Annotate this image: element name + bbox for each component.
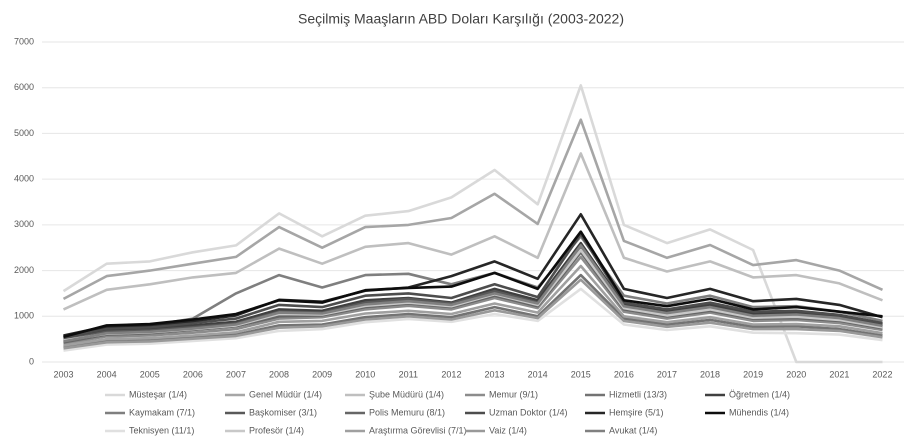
x-tick-label: 2019: [743, 369, 763, 379]
x-tick-label: 2011: [399, 369, 418, 379]
series-line: [63, 255, 883, 345]
y-tick-label: 6000: [14, 82, 34, 92]
series-line: [63, 230, 883, 339]
legend-label: Mühendis (1/4): [729, 407, 789, 417]
legend-label: Başkomiser (3/1): [249, 407, 317, 417]
series-line: [63, 273, 883, 349]
series-line: [63, 213, 883, 337]
chart-title: Seçilmiş Maaşların ABD Doları Karşılığı …: [298, 11, 624, 27]
legend-label: Teknisyen (11/1): [129, 425, 194, 435]
series-line: [62, 118, 884, 301]
x-tick-label: 2003: [54, 369, 74, 379]
series-line: [63, 244, 883, 343]
y-tick-label: 4000: [14, 174, 34, 184]
y-tick-label: 3000: [14, 219, 34, 229]
legend-label: Polis Memuru (8/1): [369, 407, 445, 417]
legend-label: Uzman Doktor (1/4): [489, 407, 568, 417]
legend-label: Öğretmen (1/4): [729, 389, 790, 399]
legend-label: Hemşire (5/1): [609, 407, 664, 417]
y-tick-label: 5000: [14, 128, 34, 138]
y-tick-label: 7000: [14, 36, 34, 46]
legend-label: Müsteşar (1/4): [129, 389, 187, 399]
series-line: [62, 152, 883, 311]
x-tick-label: 2004: [97, 369, 117, 379]
x-tick-label: 2018: [700, 369, 720, 379]
y-tick-label: 2000: [14, 265, 34, 275]
x-tick-label: 2020: [786, 369, 806, 379]
x-tick-label: 2016: [614, 369, 634, 379]
legend-label: Kaymakam (7/1): [129, 407, 195, 417]
legend-label: Vaiz (1/4): [489, 425, 527, 435]
x-tick-label: 2008: [269, 369, 289, 379]
y-tick-label: 1000: [14, 311, 34, 321]
x-tick-label: 2022: [872, 369, 892, 379]
x-tick-label: 2010: [355, 369, 375, 379]
x-tick-label: 2007: [226, 369, 246, 379]
legend-label: Memur (9/1): [489, 389, 538, 399]
series-line: [63, 287, 883, 352]
x-tick-label: 2017: [657, 369, 677, 379]
x-tick-label: 2013: [485, 369, 505, 379]
series-line: [63, 241, 883, 340]
x-tick-label: 2021: [829, 369, 849, 379]
x-tick-label: 2005: [140, 369, 160, 379]
legend-label: Profesör (1/4): [249, 425, 304, 435]
y-tick-label: 0: [29, 356, 34, 366]
legend-label: Hizmetli (13/3): [609, 389, 667, 399]
legend-label: Genel Müdür (1/4): [249, 389, 322, 399]
x-tick-label: 2014: [528, 369, 548, 379]
series-line: [63, 232, 883, 339]
legend-label: Şube Müdürü (1/4): [369, 389, 444, 399]
series-line: [63, 264, 883, 347]
legend-label: Araştırma Görevlisi (7/1): [369, 425, 467, 435]
x-tick-label: 2006: [183, 369, 203, 379]
series-line: [62, 84, 883, 364]
x-tick-label: 2015: [571, 369, 591, 379]
x-tick-label: 2012: [441, 369, 461, 379]
x-tick-label: 2009: [312, 369, 332, 379]
series-line: [63, 278, 883, 350]
legend-label: Avukat (1/4): [609, 425, 657, 435]
